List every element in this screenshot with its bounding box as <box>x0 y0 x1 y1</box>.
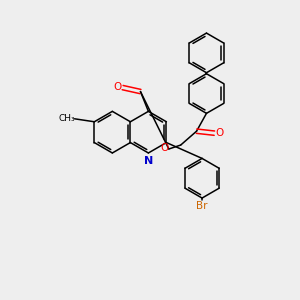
Text: O: O <box>215 128 224 138</box>
Text: O: O <box>161 143 169 153</box>
Text: N: N <box>144 156 153 166</box>
Text: CH₃: CH₃ <box>58 114 75 123</box>
Text: Br: Br <box>196 201 208 211</box>
Text: O: O <box>114 82 122 92</box>
